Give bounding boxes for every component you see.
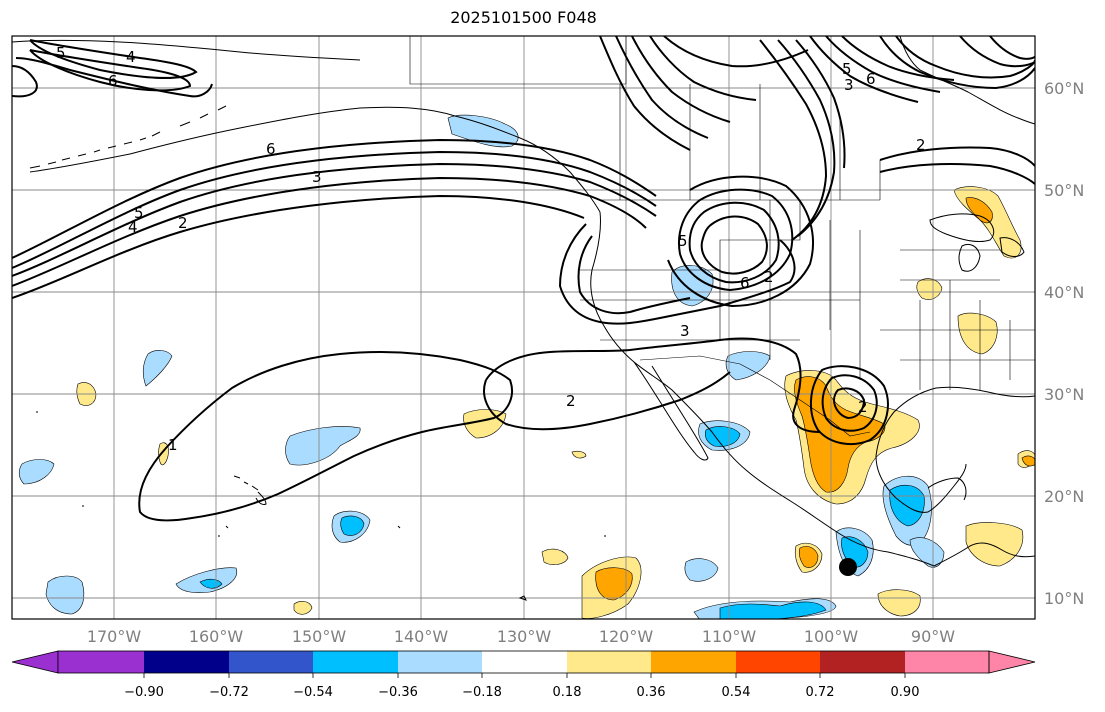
lat-tick-label: 60°N bbox=[1044, 79, 1084, 98]
coastlines bbox=[12, 36, 1035, 601]
lon-tick-label: 140°W bbox=[394, 627, 449, 646]
colorbar-segment bbox=[736, 651, 820, 673]
lon-tick-label: 130°W bbox=[497, 627, 552, 646]
colorbar-tick-label: 0.36 bbox=[637, 685, 666, 700]
colorbar-segment bbox=[398, 651, 482, 673]
contour-label: 5 bbox=[56, 44, 66, 62]
lon-tick-label: 170°W bbox=[87, 627, 142, 646]
colorbar-tick-label: −0.18 bbox=[462, 685, 502, 700]
contour-label: 5 bbox=[134, 204, 144, 222]
colorbar-tick-label: 0.90 bbox=[891, 685, 920, 700]
longitude-axis: 170°W 160°W 150°W 140°W 130°W 120°W 110°… bbox=[87, 627, 955, 646]
colorbar-tick-label: 0.72 bbox=[806, 685, 835, 700]
lat-tick-label: 50°N bbox=[1044, 181, 1084, 200]
colorbar-tick-label: −0.54 bbox=[293, 685, 333, 700]
colorbar-tick-label: 0.54 bbox=[722, 685, 751, 700]
contour-label: 2 bbox=[566, 392, 576, 410]
colorbar-segment bbox=[567, 651, 651, 673]
lon-tick-label: 110°W bbox=[702, 627, 757, 646]
contour-label: 4 bbox=[128, 218, 138, 236]
colorbar-segment bbox=[229, 651, 313, 673]
colorbar-segment bbox=[58, 651, 144, 673]
contour-label: 2 bbox=[178, 214, 188, 232]
contour-label: 2 bbox=[916, 136, 926, 154]
colorbar-tick-label: −0.72 bbox=[209, 685, 249, 700]
height-contours bbox=[12, 36, 1035, 522]
lat-tick-label: 20°N bbox=[1044, 487, 1084, 506]
latitude-axis: 10°N 20°N 30°N 40°N 50°N 60°N bbox=[1044, 79, 1084, 608]
contour-label: 2 bbox=[764, 268, 774, 286]
lon-tick-label: 100°W bbox=[804, 627, 859, 646]
contour-label: 5 bbox=[678, 232, 688, 250]
colorbar-segment bbox=[651, 651, 736, 673]
contour-label: 3 bbox=[844, 76, 854, 94]
contour-label: 1 bbox=[168, 436, 178, 454]
lat-tick-label: 30°N bbox=[1044, 385, 1084, 404]
lon-tick-label: 90°W bbox=[911, 627, 955, 646]
colorbar-segment bbox=[144, 651, 229, 673]
lon-tick-label: 120°W bbox=[599, 627, 654, 646]
colorbar-extend-high bbox=[988, 650, 1036, 674]
contour-label: 3 bbox=[680, 322, 690, 340]
location-marker bbox=[839, 558, 857, 576]
lon-tick-label: 160°W bbox=[189, 627, 244, 646]
contour-label: 6 bbox=[740, 274, 750, 292]
contour-label: 3 bbox=[312, 168, 322, 186]
colorbar-extend-low bbox=[11, 650, 59, 674]
map-title: 2025101500 F048 bbox=[450, 8, 597, 27]
contour-label: 5 bbox=[842, 60, 852, 78]
colorbar-tick-label: −0.90 bbox=[124, 685, 164, 700]
lat-tick-label: 10°N bbox=[1044, 589, 1084, 608]
colorbar-segment bbox=[313, 651, 398, 673]
lat-tick-label: 40°N bbox=[1044, 283, 1084, 302]
contour-label: 6 bbox=[866, 70, 876, 88]
contour-label: 4 bbox=[126, 48, 136, 66]
contour-label: 2 bbox=[858, 398, 868, 416]
colorbar-segment bbox=[482, 651, 567, 673]
colorbar-tick-label: −0.36 bbox=[378, 685, 418, 700]
contour-label: 6 bbox=[266, 140, 276, 158]
map-panel bbox=[12, 36, 1035, 619]
contour-labels: 5 4 6 6 3 5 4 2 5 6 2 3 2 1 5 6 3 2 2 bbox=[56, 44, 926, 454]
colorbar-segment bbox=[820, 651, 905, 673]
colorbar-segment bbox=[905, 651, 989, 673]
colorbar: −0.90 −0.72 −0.54 −0.36 −0.18 0.18 0.36 … bbox=[11, 650, 1036, 700]
colorbar-tick-label: 0.18 bbox=[553, 685, 582, 700]
map-border bbox=[11, 35, 1036, 620]
contour-label: 6 bbox=[108, 72, 118, 90]
lon-tick-label: 150°W bbox=[292, 627, 347, 646]
